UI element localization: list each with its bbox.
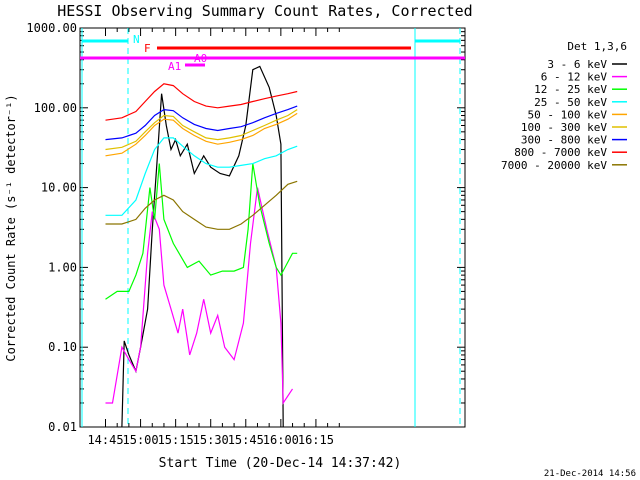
series-line-4 — [105, 112, 298, 157]
legend-entry-label: 6 - 12 keV — [541, 71, 608, 84]
series-line-5 — [105, 109, 298, 151]
x-tick-label: 16:15 — [298, 433, 334, 447]
legend-entry-label: 800 - 7000 keV — [514, 146, 607, 159]
timestamp: 21-Dec-2014 14:56 — [544, 469, 636, 479]
flag-layer: NF A0 A1 — [80, 28, 465, 427]
y-tick-label: 0.10 — [48, 340, 77, 354]
y-axis-label-text: Corrected Count Rate (s⁻¹ detector⁻¹) — [4, 94, 18, 361]
legend-title: Det 1,3,6 — [567, 40, 627, 53]
x-axis-label: Start Time (20-Dec-14 14:37:42) — [159, 456, 402, 471]
legend-entry-label: 300 - 800 keV — [521, 134, 607, 147]
y-tick-label: 10.00 — [41, 181, 77, 195]
x-tick-label: 14:45 — [87, 433, 123, 447]
series-line-2 — [105, 163, 298, 300]
y-tick-label: 1.00 — [48, 260, 77, 274]
y-tick-label: 100.00 — [34, 101, 77, 115]
x-tick-label: 16:00 — [263, 433, 299, 447]
series-layer — [105, 65, 298, 428]
series-line-6 — [105, 105, 298, 141]
x-tick-label: 15:00 — [123, 433, 159, 447]
series-line-1 — [105, 187, 294, 405]
x-tick-label: 15:45 — [228, 433, 264, 447]
y-tick-label: 0.01 — [48, 420, 77, 434]
series-line-3 — [105, 137, 298, 216]
series-line-7 — [105, 83, 298, 121]
y-tick-label: 1000.00 — [26, 21, 77, 35]
series-line-0 — [121, 65, 284, 428]
plot-frame — [79, 27, 466, 428]
x-tick-label: 15:30 — [193, 433, 229, 447]
legend-entry-label: 7000 - 20000 keV — [501, 159, 607, 172]
legend-entry-label: 25 - 50 keV — [534, 96, 607, 109]
flag-label-n: N — [133, 33, 140, 46]
legend-entry-label: 50 - 100 keV — [528, 108, 608, 121]
flag-label-a1: A1 — [168, 60, 181, 73]
chart-title: HESSI Observing Summary Count Rates, Cor… — [57, 2, 472, 20]
legend-entry-label: 3 - 6 keV — [547, 58, 607, 71]
legend-entry-label: 12 - 25 keV — [534, 83, 607, 96]
axis-layer: 0.01 0.10 1.00 10.00 100.00 1000.00 14:4515:00… — [26, 21, 465, 447]
series-line-8 — [105, 180, 298, 230]
flag-label-a0: A0 — [194, 52, 207, 65]
x-tick-label: 15:15 — [158, 433, 194, 447]
legend-entry-label: 100 - 300 keV — [521, 121, 607, 134]
y-axis-label: Corrected Count Rate (s⁻¹ detector⁻¹) — [4, 94, 18, 361]
flag-label-f: F — [144, 42, 151, 55]
